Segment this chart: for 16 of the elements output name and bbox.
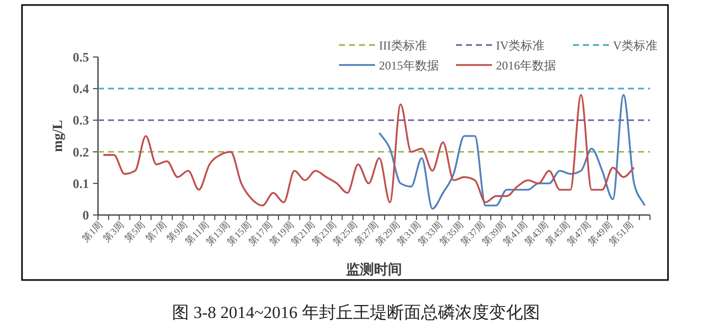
legend-label: 2016年数据 bbox=[496, 58, 556, 72]
y-tick-label: 0.1 bbox=[72, 176, 89, 191]
y-tick-label: 0.3 bbox=[72, 112, 90, 128]
legend-label: V类标准 bbox=[613, 38, 658, 52]
text: 图 3-8 2014~2016 年封丘王堤断面总磷浓度变化图 bbox=[172, 303, 540, 322]
y-tick-label: 0.5 bbox=[72, 50, 90, 64]
line-series bbox=[378, 94, 646, 210]
y-tick-label: 0.4 bbox=[72, 81, 90, 96]
x-axis-title: 监测时间 bbox=[346, 262, 402, 278]
y-tick-label: 0 bbox=[82, 208, 89, 222]
line-series bbox=[102, 94, 635, 206]
legend-label: 2015年数据 bbox=[379, 58, 439, 72]
y-axis-title: mg/L bbox=[51, 120, 66, 152]
legend-label: III类标准 bbox=[379, 38, 427, 52]
y-tick-label: 0.2 bbox=[72, 144, 89, 160]
legend-label: IV类标准 bbox=[496, 38, 545, 52]
